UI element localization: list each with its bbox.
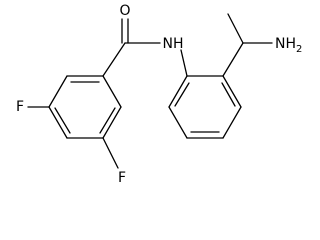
bond xyxy=(222,42,244,77)
double-bond xyxy=(174,82,190,107)
bond xyxy=(227,13,244,44)
bond xyxy=(168,106,188,139)
bond xyxy=(180,49,188,77)
atom-text: NH xyxy=(275,36,296,52)
bond xyxy=(102,106,122,139)
background xyxy=(0,0,310,189)
atom-label: F xyxy=(118,170,126,186)
bond xyxy=(48,106,68,139)
bond xyxy=(222,75,242,108)
bond xyxy=(102,137,119,169)
bond xyxy=(48,75,68,108)
double-bond xyxy=(221,82,236,107)
bond xyxy=(102,75,122,108)
structure-diagram: O NH NH2 F F xyxy=(0,0,310,189)
double-bond xyxy=(99,107,116,134)
atom-subscript: 2 xyxy=(296,44,302,55)
double-bond xyxy=(54,107,71,134)
atom-label: F xyxy=(16,99,24,115)
atom-label: NH2 xyxy=(275,36,302,55)
bond xyxy=(168,75,188,108)
bonds xyxy=(27,13,273,169)
atom-label: O xyxy=(119,3,130,19)
bond xyxy=(102,42,126,77)
bond xyxy=(222,106,242,139)
atom-label: NH xyxy=(163,36,184,52)
